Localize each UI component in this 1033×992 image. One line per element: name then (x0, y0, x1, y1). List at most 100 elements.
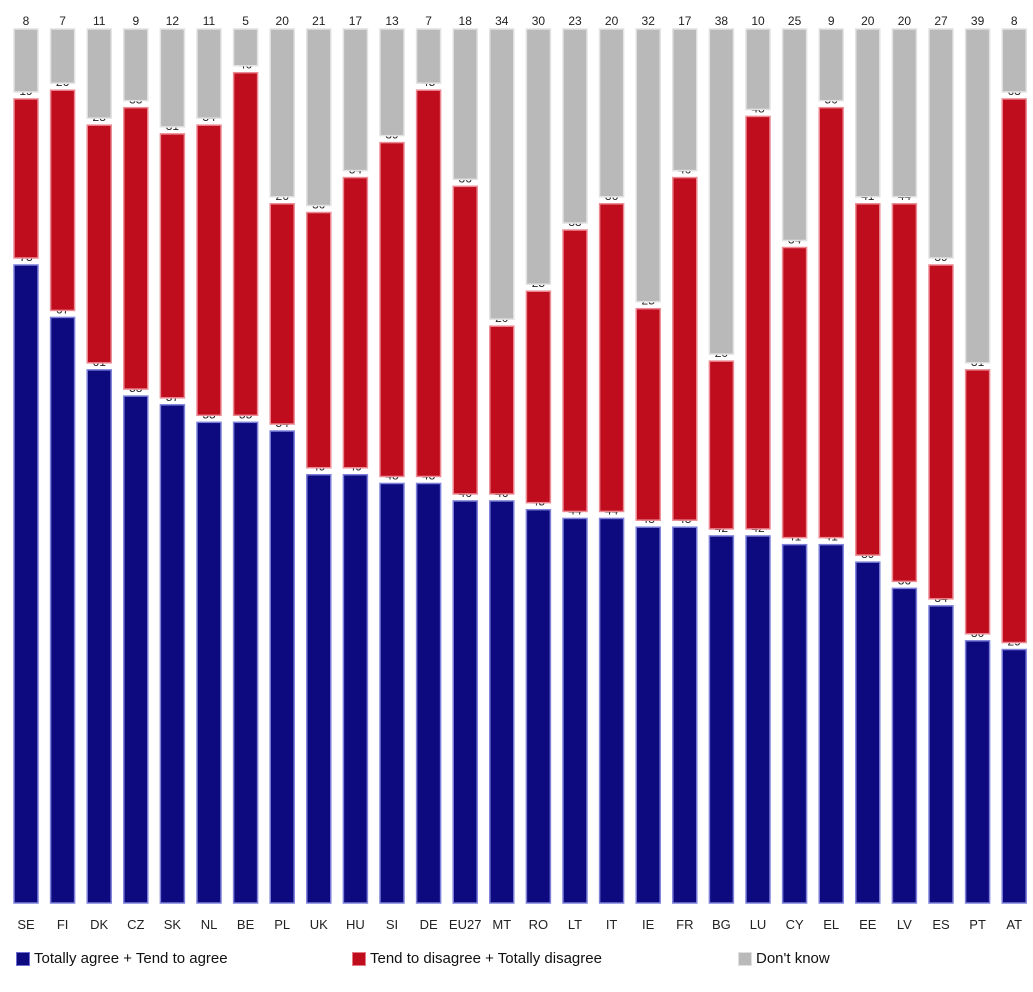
data-label-dont-know-cz: 9 (132, 14, 139, 28)
x-tick-label-ee: EE (859, 917, 877, 932)
bar-dont-know-eu27 (452, 28, 478, 181)
bar-agree-it (598, 517, 625, 904)
bar-agree-dk (86, 369, 112, 904)
bar-disagree-ee (855, 203, 881, 556)
bar-agree-mt (489, 500, 515, 904)
legend: Totally agree + Tend to agree Tend to di… (0, 950, 1033, 980)
bar-disagree-lt (562, 229, 588, 513)
bar-dont-know-fi (49, 28, 76, 84)
bar-agree-el (818, 543, 844, 904)
x-tick-label-cz: CZ (127, 917, 144, 932)
bar-disagree-pt (964, 369, 991, 635)
bar-disagree-dk (86, 124, 112, 364)
bar-dont-know-de (415, 28, 442, 84)
bar-dont-know-uk (306, 28, 332, 207)
bar-dont-know-es (928, 28, 954, 259)
bar-disagree-cz (123, 106, 149, 390)
x-tick-label-it: IT (606, 917, 618, 932)
data-label-dont-know-pt: 39 (971, 14, 985, 28)
x-tick-label-es: ES (932, 917, 950, 932)
bar-disagree-si (379, 141, 405, 478)
legend-item-disagree: Tend to disagree + Totally disagree (352, 950, 602, 967)
bar-disagree-pl (269, 203, 295, 425)
data-label-dont-know-fr: 17 (678, 14, 692, 28)
bar-disagree-se (13, 98, 39, 259)
bar-dont-know-lv (891, 28, 918, 198)
data-label-dont-know-mt: 34 (495, 14, 509, 28)
bar-dont-know-dk (86, 28, 112, 119)
bar-disagree-hu (342, 176, 369, 469)
data-label-dont-know-bg: 38 (715, 14, 729, 28)
bar-disagree-at (1001, 98, 1027, 644)
data-label-dont-know-ie: 32 (642, 14, 656, 28)
bar-agree-si (379, 482, 405, 904)
x-tick-label-mt: MT (492, 917, 511, 932)
bar-disagree-be (232, 71, 259, 417)
bar-agree-at (1001, 648, 1027, 904)
bar-dont-know-mt (489, 28, 515, 320)
bar-agree-ie (635, 526, 661, 904)
x-tick-label-si: SI (386, 917, 398, 932)
x-tick-label-bg: BG (712, 917, 731, 932)
bar-disagree-fr (672, 176, 698, 521)
x-tick-label-lt: LT (568, 917, 582, 932)
bar-dont-know-ee (855, 28, 881, 198)
bar-agree-lu (745, 535, 771, 904)
bar-agree-uk (306, 473, 332, 904)
bar-agree-es (928, 605, 954, 904)
x-tick-label-pl: PL (274, 917, 290, 932)
bar-disagree-es (928, 264, 954, 600)
bar-agree-se (13, 264, 39, 904)
data-label-dont-know-it: 20 (605, 14, 619, 28)
data-label-dont-know-de: 7 (425, 14, 432, 28)
bar-agree-be (232, 421, 259, 904)
legend-item-agree: Totally agree + Tend to agree (16, 950, 228, 967)
data-label-dont-know-si: 13 (385, 14, 399, 28)
legend-swatch-dont-know (738, 951, 752, 966)
x-tick-label-cy: CY (786, 917, 804, 932)
data-label-dont-know-cy: 25 (788, 14, 802, 28)
bar-disagree-de (415, 89, 442, 478)
bar-disagree-ro (525, 290, 552, 504)
bar-dont-know-cz (123, 28, 149, 102)
bar-agree-sk (159, 404, 186, 904)
data-label-dont-know-dk: 11 (93, 14, 106, 28)
x-tick-label-fr: FR (676, 917, 693, 932)
bar-dont-know-pl (269, 28, 295, 198)
data-label-dont-know-lv: 20 (898, 14, 912, 28)
bar-dont-know-hu (342, 28, 369, 172)
data-label-dont-know-el: 9 (828, 14, 835, 28)
bar-dont-know-sk (159, 28, 186, 128)
bar-dont-know-el (818, 28, 844, 102)
bar-disagree-bg (708, 360, 735, 530)
data-label-dont-know-lt: 23 (568, 14, 582, 28)
bar-dont-know-se (13, 28, 39, 93)
bar-agree-cz (123, 395, 149, 904)
bar-agree-bg (708, 535, 735, 904)
bar-disagree-sk (159, 133, 186, 399)
bar-dont-know-be (232, 28, 259, 67)
legend-swatch-agree (16, 951, 30, 966)
bar-dont-know-cy (781, 28, 808, 242)
bar-agree-ro (525, 508, 552, 904)
bar-agree-nl (196, 421, 222, 904)
bar-disagree-lu (745, 115, 771, 530)
bar-agree-lt (562, 517, 588, 904)
bar-agree-eu27 (452, 500, 478, 904)
data-label-dont-know-sk: 12 (166, 14, 180, 28)
bar-agree-ee (855, 561, 881, 904)
bar-dont-know-si (379, 28, 405, 137)
bar-agree-de (415, 482, 442, 904)
bar-disagree-it (598, 203, 625, 513)
x-tick-label-sk: SK (164, 917, 182, 932)
bar-agree-pl (269, 430, 295, 904)
x-tick-label-nl: NL (201, 917, 218, 932)
x-tick-label-at: AT (1006, 917, 1022, 932)
x-tick-label-fi: FI (57, 917, 69, 932)
bar-dont-know-ie (635, 28, 661, 303)
data-label-dont-know-be: 5 (242, 14, 249, 28)
bar-disagree-cy (781, 246, 808, 539)
data-label-dont-know-hu: 17 (349, 14, 363, 28)
bar-disagree-el (818, 106, 844, 539)
